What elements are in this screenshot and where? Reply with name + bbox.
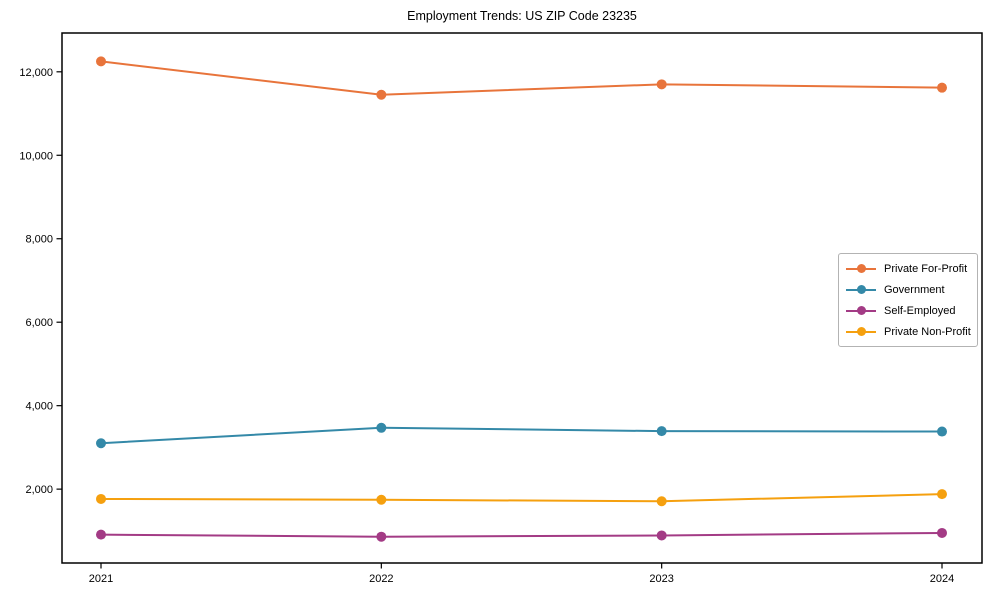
axes: 2,000 4,000 6,000 8,000 10,000 12,000 2021 2022… — [19, 67, 954, 585]
legend-item-private-non-profit: Private Non-Profit — [846, 326, 977, 338]
data-point — [376, 422, 387, 433]
data-point — [937, 426, 947, 437]
series-government — [96, 422, 947, 449]
x-tick-label: 2023 — [649, 573, 673, 585]
x-tick-label: 2021 — [89, 573, 113, 585]
series-line — [100, 531, 943, 538]
series-line — [100, 493, 943, 503]
y-tick-label: 2,000 — [25, 484, 53, 496]
data-point — [656, 426, 667, 437]
chart-title: Employment Trends: US ZIP Code 23235 — [407, 9, 637, 23]
data-point — [937, 82, 947, 93]
series-private-for-profit — [96, 56, 947, 100]
data-point — [96, 529, 106, 540]
legend-item-self-employed: Self-Employed — [846, 305, 977, 317]
data-point — [937, 527, 947, 538]
line-marker-icon — [846, 327, 876, 336]
x-tick-label: 2024 — [930, 573, 954, 585]
y-tick-label: 8,000 — [25, 234, 53, 246]
series-line — [100, 60, 943, 96]
y-tick-label: 6,000 — [25, 317, 53, 329]
series-self-employed — [96, 527, 947, 542]
data-point — [96, 493, 106, 504]
data-point — [96, 56, 106, 67]
legend: Private For-Profit Government Self-Emplo… — [838, 253, 978, 347]
legend-label: Private For-Profit — [884, 262, 968, 275]
data-point — [376, 494, 387, 505]
line-marker-icon — [846, 264, 876, 273]
data-point — [937, 489, 947, 500]
data-point — [376, 89, 387, 100]
plot-frame — [61, 32, 983, 564]
line-marker-icon — [846, 306, 876, 315]
y-tick-label: 10,000 — [19, 150, 53, 162]
data-point — [656, 496, 667, 507]
legend-item-private-for-profit: Private For-Profit — [846, 263, 977, 275]
x-tick-label: 2022 — [369, 573, 393, 585]
data-point — [376, 531, 387, 542]
legend-label: Government — [884, 283, 945, 296]
line-marker-icon — [846, 285, 876, 294]
legend-label: Private Non-Profit — [884, 325, 971, 338]
series-private-non-profit — [96, 489, 947, 507]
legend-item-government: Government — [846, 284, 977, 296]
series-line — [100, 426, 943, 445]
y-tick-label: 4,000 — [25, 401, 53, 413]
data-point — [96, 438, 106, 449]
data-point — [656, 79, 667, 90]
y-tick-label: 12,000 — [19, 67, 53, 79]
data-point — [656, 530, 667, 541]
legend-label: Self-Employed — [884, 304, 956, 317]
